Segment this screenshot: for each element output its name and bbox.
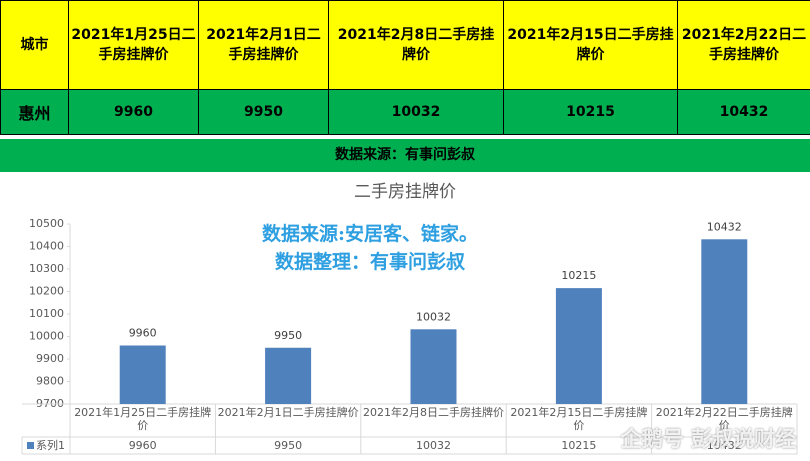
bar: [555, 288, 602, 404]
bar: [410, 329, 457, 404]
category-cell: 2021年2月8日二手房挂牌价: [362, 406, 504, 419]
y-tick-label: 9900: [36, 352, 64, 365]
y-tick-label: 10400: [29, 240, 64, 253]
header-cell: 2021年2月15日二手房挂牌价: [503, 0, 678, 90]
x-tick-label: 2021年2月8日二手房挂牌价: [362, 406, 504, 419]
header-cell: 2021年2月22日二手房挂牌价: [677, 0, 810, 90]
data-cell: 惠州: [0, 89, 69, 135]
data-cell: 10215: [503, 89, 678, 135]
legend-label: 系列1: [36, 438, 65, 452]
data-row: 惠州 9960 9950 10032 10215 10432: [0, 89, 810, 135]
category-cell: 2021年2月1日二手房挂牌价: [217, 406, 359, 419]
header-cell: 2021年1月25日二手房挂牌价: [68, 0, 199, 90]
y-tick-label: 10200: [29, 285, 64, 298]
data-label: 9950: [274, 329, 302, 342]
x-tick-label: 2021年2月15日二手房挂牌价: [510, 406, 648, 432]
y-tick-label: 10000: [29, 330, 64, 343]
bar: [265, 347, 312, 404]
y-tick-label: 10500: [29, 217, 64, 230]
data-label: 9960: [129, 327, 157, 340]
watermark: 企鹅号 彭叔说财经: [620, 427, 796, 451]
data-cell: 9950: [198, 89, 329, 135]
x-tick-label: 2021年2月22日二手房挂牌价: [655, 406, 793, 432]
bar: [701, 239, 748, 404]
header-cell: 2021年2月1日二手房挂牌价: [198, 0, 329, 90]
data-cell: 10032: [328, 89, 504, 135]
data-label: 10032: [416, 310, 451, 323]
category-cell: 2021年2月22日二手房挂牌价: [655, 406, 793, 432]
category-cell: 2021年2月15日二手房挂牌价: [510, 406, 648, 432]
header-row: 城市 2021年1月25日二手房挂牌价 2021年2月1日二手房挂牌价 2021年2月…: [0, 0, 810, 90]
source-banner: 数据来源：有事问彭叔: [0, 139, 810, 172]
header-cell: 城市: [0, 0, 69, 90]
legend-key: [27, 442, 34, 449]
y-tick-label: 10100: [29, 307, 64, 320]
table-value: 10215: [561, 439, 596, 452]
y-tick-label: 9800: [36, 375, 64, 388]
category-cell: 2021年1月25日二手房挂牌价: [74, 406, 212, 432]
table-value: 10032: [416, 439, 451, 452]
y-tick-label: 10300: [29, 262, 64, 275]
data-label: 10215: [561, 269, 596, 282]
header-cell: 2021年2月8日二手房挂牌价: [328, 0, 504, 90]
annotation: 数据整理：有事问彭叔: [275, 250, 466, 273]
chart: 二手房挂牌价 数据来源:安居客、链家。 数据整理：有事问彭叔 970098009…: [21, 182, 798, 455]
data-cell: 10432: [677, 89, 810, 135]
x-tick-label: 2021年2月1日二手房挂牌价: [217, 406, 359, 419]
data-cell: 9960: [68, 89, 199, 135]
chart-title: 二手房挂牌价: [354, 182, 456, 202]
data-label: 10432: [707, 220, 742, 233]
bar: [119, 345, 166, 404]
table-value: 9960: [129, 439, 157, 452]
price-table: 城市 2021年1月25日二手房挂牌价 2021年2月1日二手房挂牌价 2021年2月…: [0, 0, 810, 135]
table-value: 9950: [274, 439, 302, 452]
annotation: 数据来源:安居客、链家。: [262, 222, 478, 245]
x-tick-label: 2021年1月25日二手房挂牌价: [74, 406, 212, 432]
table-value: 10432: [707, 439, 742, 452]
